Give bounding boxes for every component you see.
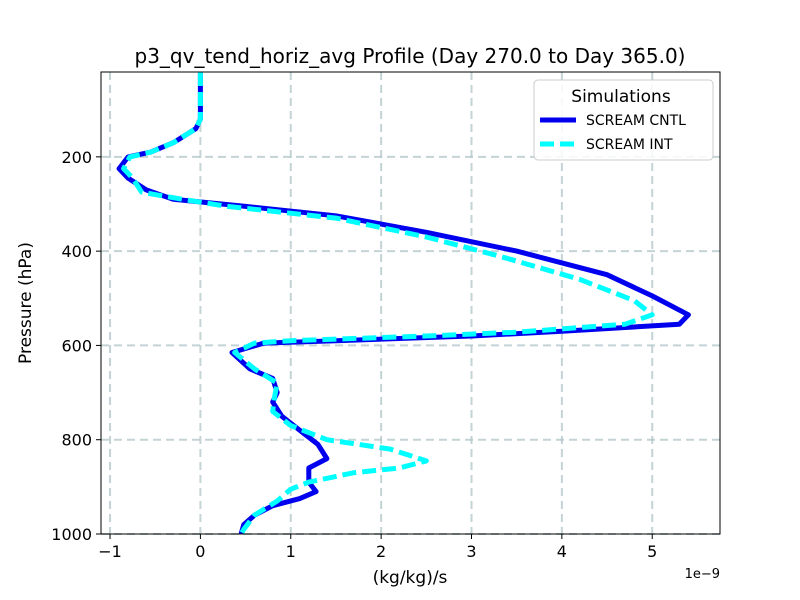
y-tick-label: 600 — [61, 336, 92, 355]
x-axis-label: (kg/kg)/s — [373, 568, 448, 588]
x-tick-label: 0 — [195, 542, 205, 561]
y-tick-label: 1000 — [51, 525, 92, 544]
y-axis-label: Pressure (hPa) — [16, 242, 36, 364]
legend-label-scream-int: SCREAM INT — [586, 137, 673, 153]
x-axis-offset-label: 1e−9 — [685, 567, 720, 582]
series-line-scream-int — [121, 72, 655, 536]
grid — [101, 72, 720, 535]
y-tick-label: 200 — [61, 148, 92, 167]
x-tick-label: 3 — [466, 542, 476, 561]
legend: Simulations SCREAM CNTL SCREAM INT — [533, 79, 714, 161]
y-tick-label: 800 — [61, 431, 92, 450]
series-line-scream-cntl — [116, 72, 691, 535]
chart-title: p3_qv_tend_horiz_avg Profile (Day 270.0 … — [135, 44, 686, 68]
legend-box — [533, 79, 714, 161]
legend-title: Simulations — [571, 87, 671, 107]
plot-frame — [100, 71, 721, 535]
x-tick-label: 4 — [557, 542, 567, 561]
x-tick-label: 2 — [376, 542, 386, 561]
x-tick-label: −1 — [98, 542, 122, 561]
x-tick-label: 5 — [647, 542, 657, 561]
x-tick-label: 1 — [286, 542, 296, 561]
series-lines — [116, 72, 691, 536]
axis-ticks: −1 0 1 2 3 4 5 200 400 600 800 1000 — [51, 148, 657, 561]
legend-label-scream-cntl: SCREAM CNTL — [586, 113, 686, 129]
y-tick-label: 400 — [61, 242, 92, 261]
